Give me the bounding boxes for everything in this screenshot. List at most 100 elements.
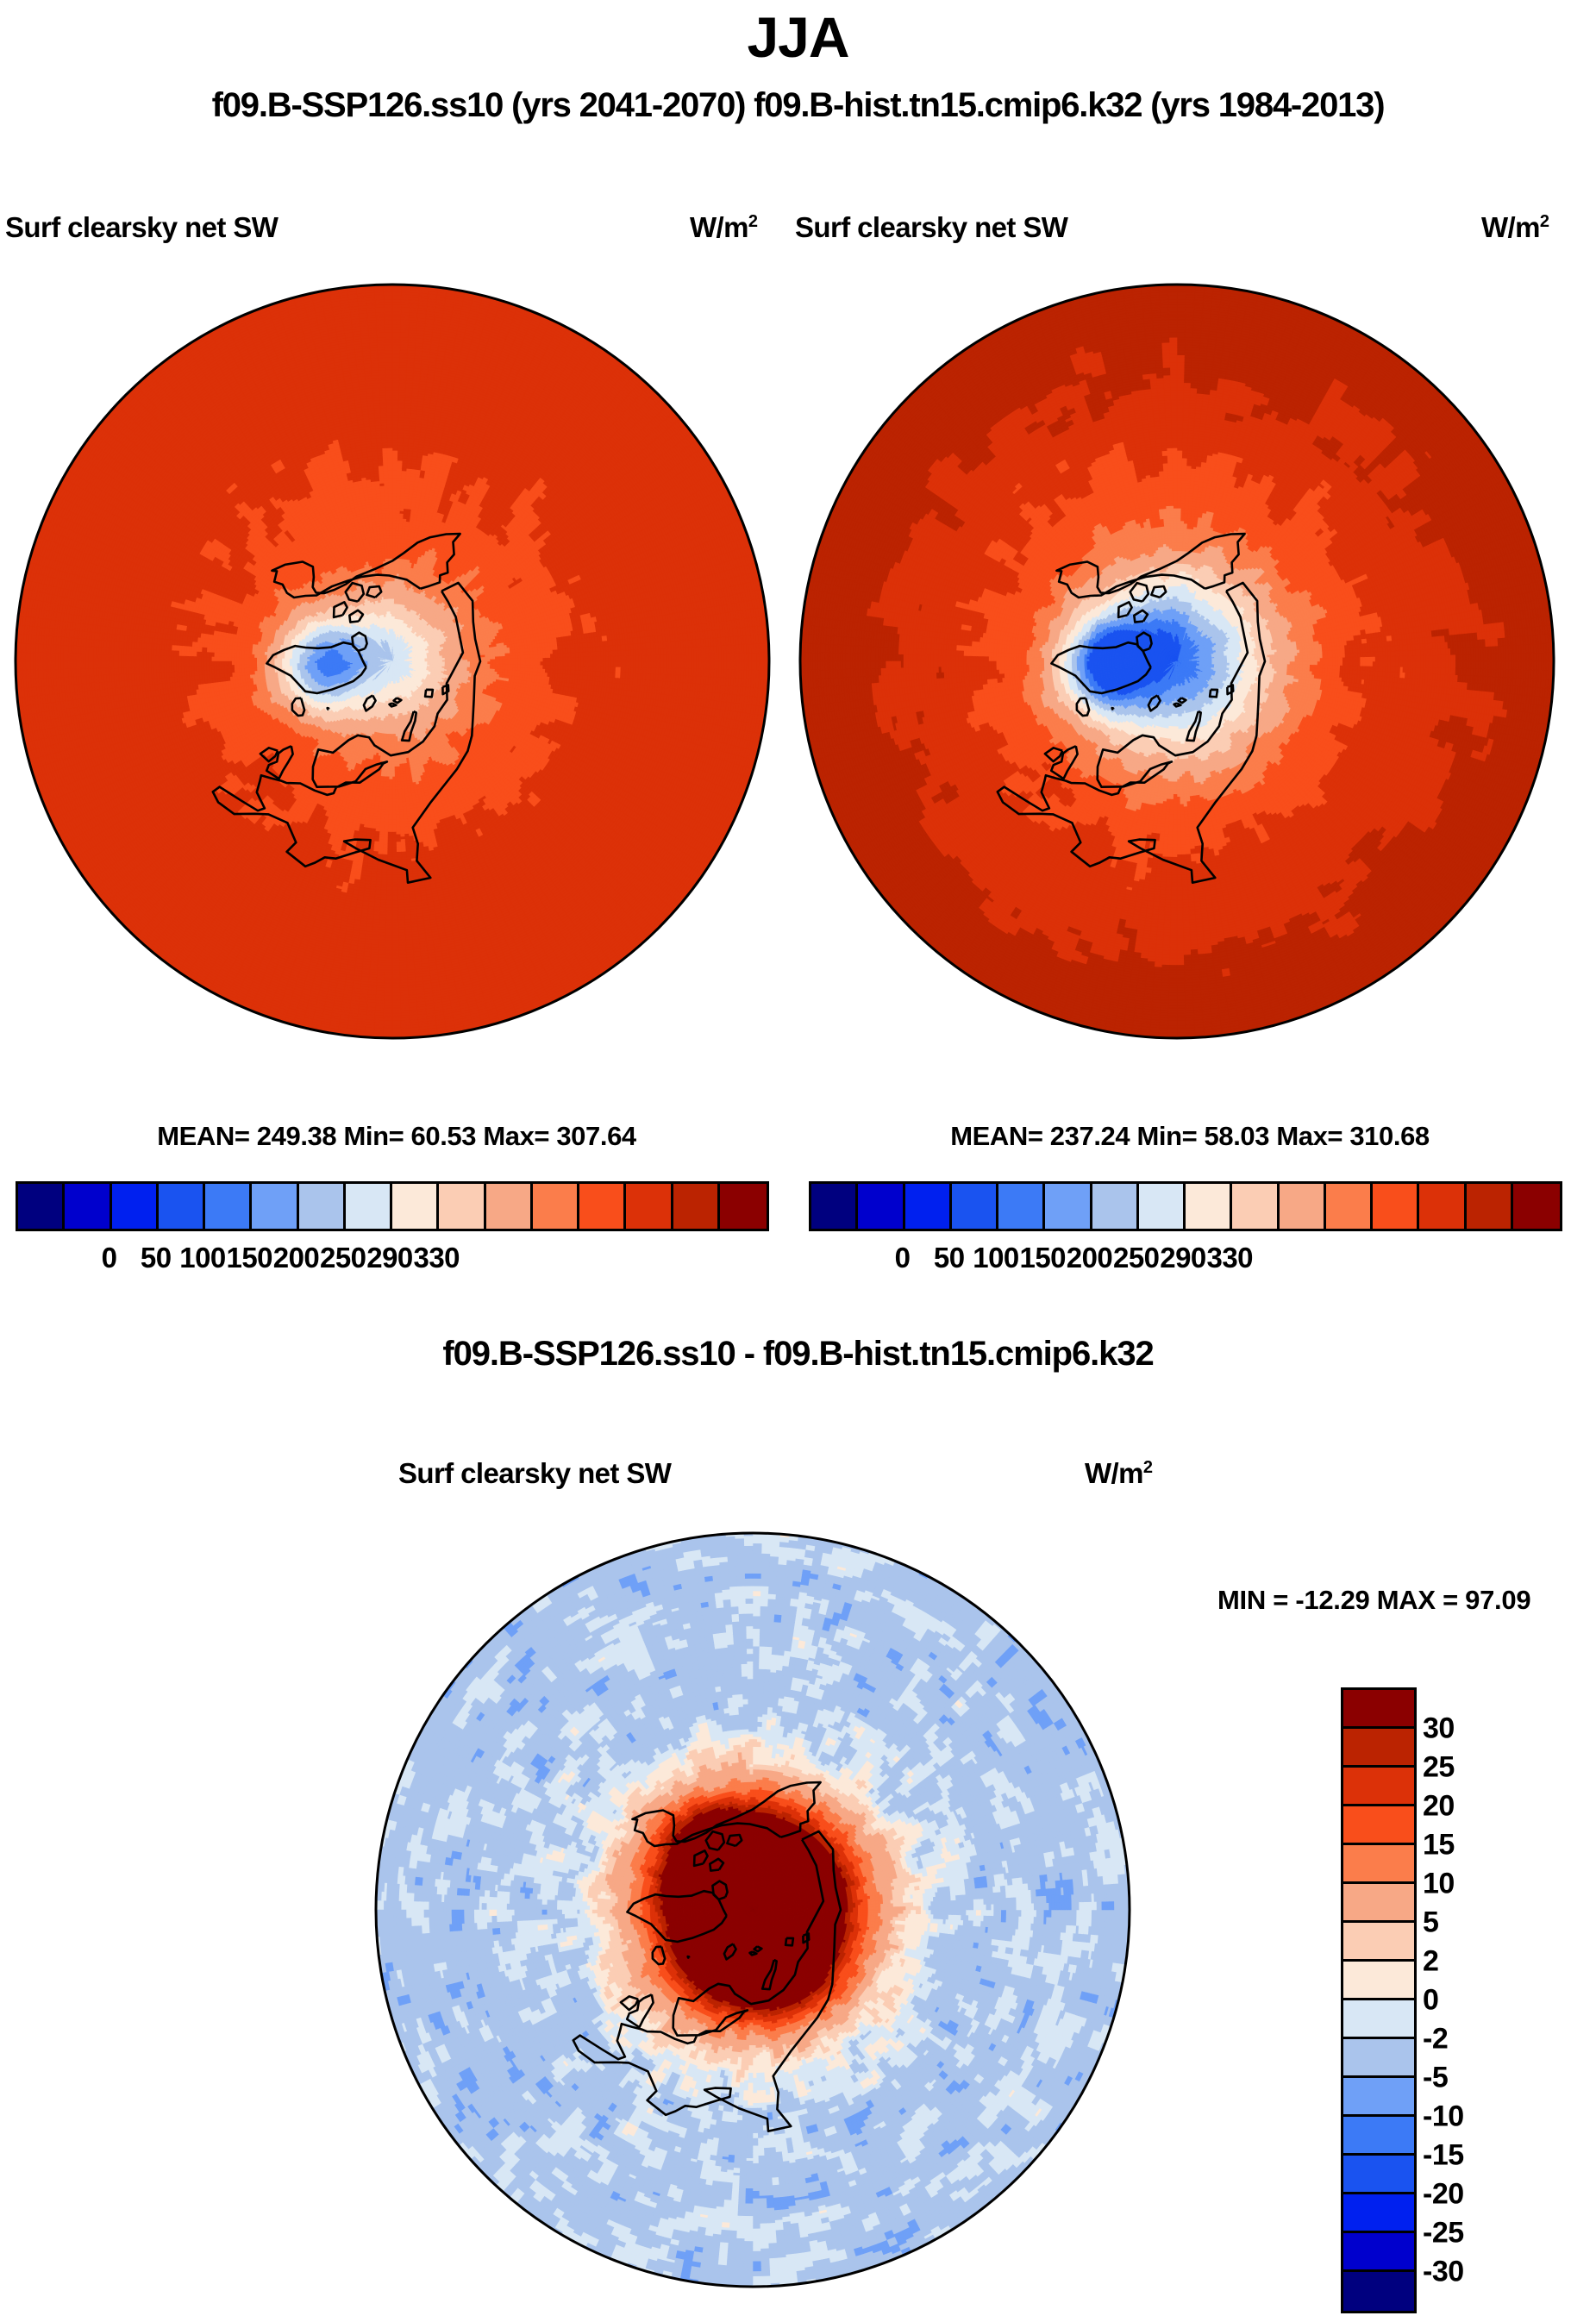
colorbar-tick-label: -30 [1423, 2256, 1526, 2289]
colorbar-tick-label: 150 [226, 1242, 272, 1274]
colorbar-absolute-left[interactable] [16, 1181, 769, 1231]
colorbar-tick-label: 200 [1067, 1242, 1113, 1274]
colorbar-cell [1343, 2078, 1414, 2117]
colorbar-cell [1467, 1184, 1513, 1229]
colorbar-cell [1343, 1806, 1414, 1845]
colorbar-tick-label: -25 [1423, 2217, 1526, 2250]
diff-panel-units: W/m2 [1085, 1457, 1152, 1490]
colorbar-cell [1343, 1962, 1414, 2000]
colorbar-cell [1343, 1729, 1414, 1768]
map-historical-projection[interactable] [793, 278, 1561, 1045]
colorbar-tick-label: -5 [1423, 2062, 1526, 2095]
colorbar-tick-label: 2 [1423, 1945, 1526, 1979]
map-svg [369, 1526, 1136, 2294]
map-difference-projection[interactable] [369, 1526, 1136, 2294]
colorbar-cell [858, 1184, 904, 1229]
colorbar-cell [1343, 1923, 1414, 1962]
colorbar-cell [346, 1184, 392, 1229]
colorbar-tick-label: -20 [1423, 2178, 1526, 2212]
colorbar-cell [1326, 1184, 1373, 1229]
diff-units-exponent: 2 [1143, 1458, 1153, 1477]
colorbar-cell [1343, 2194, 1414, 2233]
map-ssp126-projection[interactable] [9, 278, 776, 1045]
colorbar-absolute-right[interactable] [809, 1181, 1562, 1231]
colorbar-tick-label: 0 [895, 1242, 911, 1274]
right-panel-stats: MEAN= 237.24 Min= 58.03 Max= 310.68 [802, 1121, 1578, 1152]
colorbar-cell [811, 1184, 858, 1229]
colorbar-cell [1092, 1184, 1139, 1229]
colorbar-tick-label: 0 [1423, 1984, 1526, 2018]
colorbar-tick-label: 50 [934, 1242, 965, 1274]
colorbar-cell [1139, 1184, 1186, 1229]
colorbar-tick-label: 100 [973, 1242, 1019, 1274]
colorbar-tick-label: 330 [1206, 1242, 1253, 1274]
colorbar-cell [392, 1184, 439, 1229]
colorbar-cell [439, 1184, 485, 1229]
colorbar-cell [998, 1184, 1045, 1229]
map-svg [793, 278, 1561, 1045]
colorbar-cell [65, 1184, 111, 1229]
colorbar-cell [1186, 1184, 1232, 1229]
colorbar-tick-label: 150 [1019, 1242, 1066, 1274]
colorbar-cell [1373, 1184, 1419, 1229]
colorbar-absolute-left-labels: 0 50 100 150 200 250 290 330 [16, 1242, 764, 1280]
colorbar-tick-label: 100 [179, 1242, 226, 1274]
colorbar-tick-label: 5 [1423, 1906, 1526, 1940]
run-subtitle: f09.B-SSP126.ss10 (yrs 2041-2070) f09.B-… [0, 86, 1596, 125]
colorbar-cell [1280, 1184, 1326, 1229]
colorbar-cell [673, 1184, 720, 1229]
colorbar-absolute-right-labels: 0 50 100 150 200 250 290 330 [809, 1242, 1557, 1280]
colorbar-tick-label: 250 [1113, 1242, 1160, 1274]
colorbar-cell [486, 1184, 533, 1229]
right-units-text: W/m [1481, 211, 1540, 243]
colorbar-tick-label: 250 [320, 1242, 366, 1274]
right-panel-units: W/m2 [1481, 211, 1549, 244]
colorbar-cell [1419, 1184, 1466, 1229]
left-panel-units: W/m2 [690, 211, 757, 244]
colorbar-tick-label: 200 [273, 1242, 320, 1274]
colorbar-cell [1343, 2000, 1414, 2039]
colorbar-tick-label: 0 [102, 1242, 117, 1274]
left-panel-variable-label: Surf clearsky net SW [5, 211, 278, 244]
map-svg [9, 278, 776, 1045]
colorbar-cell [252, 1184, 298, 1229]
colorbar-cell [1343, 1690, 1414, 1729]
left-panel-stats: MEAN= 249.38 Min= 60.53 Max= 307.64 [9, 1121, 785, 1152]
colorbar-cell [1343, 2117, 1414, 2156]
colorbar-cell [905, 1184, 952, 1229]
colorbar-cell [1343, 1768, 1414, 1806]
colorbar-tick-label: 290 [1160, 1242, 1206, 1274]
diff-units-text: W/m [1085, 1457, 1143, 1489]
colorbar-tick-label: 20 [1423, 1790, 1526, 1824]
difference-title: f09.B-SSP126.ss10 - f09.B-hist.tn15.cmip… [0, 1335, 1596, 1374]
colorbar-cell [626, 1184, 673, 1229]
colorbar-tick-label: 25 [1423, 1751, 1526, 1785]
colorbar-cell [579, 1184, 626, 1229]
colorbar-tick-label: -2 [1423, 2023, 1526, 2056]
left-units-exponent: 2 [748, 212, 758, 231]
colorbar-cell [1045, 1184, 1092, 1229]
colorbar-cell [1343, 2272, 1414, 2311]
colorbar-cell [1343, 1884, 1414, 1923]
colorbar-cell [533, 1184, 579, 1229]
left-units-text: W/m [690, 211, 748, 243]
colorbar-tick-label: -10 [1423, 2100, 1526, 2134]
colorbar-difference[interactable] [1341, 1687, 1417, 2313]
colorbar-tick-label: 290 [366, 1242, 413, 1274]
colorbar-cell [1343, 1845, 1414, 1884]
diff-panel-variable-label: Surf clearsky net SW [398, 1457, 671, 1490]
colorbar-tick-label: -15 [1423, 2139, 1526, 2173]
colorbar-cell [1232, 1184, 1279, 1229]
colorbar-tick-label: 330 [413, 1242, 460, 1274]
colorbar-cell [952, 1184, 998, 1229]
difference-minmax: MIN = -12.29 MAX = 97.09 [1217, 1585, 1530, 1616]
colorbar-cell [1513, 1184, 1560, 1229]
colorbar-cell [1343, 2233, 1414, 2272]
colorbar-cell [1343, 2156, 1414, 2194]
right-panel-variable-label: Surf clearsky net SW [795, 211, 1067, 244]
colorbar-cell [112, 1184, 159, 1229]
colorbar-cell [18, 1184, 65, 1229]
colorbar-cell [299, 1184, 346, 1229]
colorbar-cell [1343, 2039, 1414, 2078]
colorbar-tick-label: 10 [1423, 1868, 1526, 1901]
